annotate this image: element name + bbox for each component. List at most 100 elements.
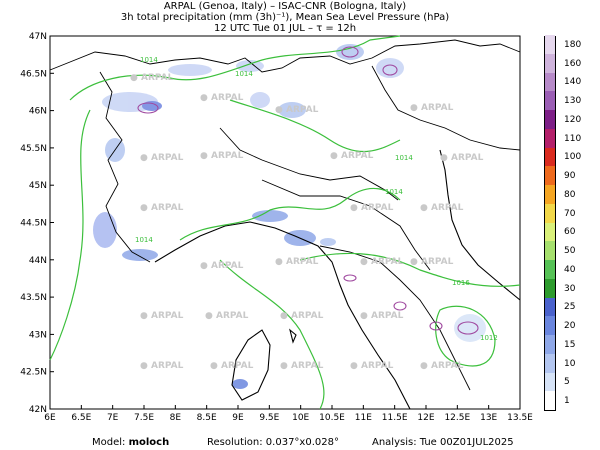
colorbar-label: 60 [564,227,576,238]
isobar-label: 1014 [135,236,153,244]
lat-tick-label: 42N [29,405,47,415]
contour-line [429,321,443,331]
isobar-labels: 1014 1014 1014 1014 1014 1016 1012 [135,56,498,342]
arpal-watermark: ● ARPAL [275,105,319,115]
arpal-watermark: ● ARPAL [140,203,184,213]
colorbar-label: 120 [564,114,582,125]
lat-tick-label: 47N [29,32,47,42]
alpine-border [49,39,521,73]
colorbar-segment [545,128,555,148]
colorbar-label: 180 [564,39,582,50]
arpal-watermark: ● ARPAL [350,203,394,213]
contour-line [393,301,407,311]
adriatic-coast [439,149,521,301]
precip-patch [142,101,162,111]
colorbar-segment [545,185,555,204]
contour-line [137,102,159,114]
analysis-info: Analysis: Tue 00Z01JUL2025 [372,437,514,448]
title-line-2: 3h total precipitation (mm (3h)⁻¹), Mean… [120,12,450,23]
arpal-watermark: ● ARPAL [140,311,184,321]
colorbar-segment [545,297,555,317]
colorbar-segment [545,278,555,298]
lat-tick-label: 45N [29,181,47,191]
lon-tick-label: 7.5E [134,413,154,423]
isobar-line [179,187,401,241]
colorbar-segment [545,260,555,279]
lat-tick-label: 46.5N [20,69,47,79]
northeast-border [371,65,521,151]
colorbar-segment [545,110,555,129]
colorbar-label: 50 [564,246,576,257]
latitude-axis: 47N 46.5N 46N 45.5N 45N 44.5N 44N 43.5N 43N 42.5N… [20,32,54,415]
lon-tick-label: 13.5E [507,413,533,423]
precip-patch [320,238,336,246]
lon-tick-label: 6E [44,413,56,423]
colorbar-segment [545,35,555,54]
model-info: Model: moloch [92,437,169,448]
tyrrhenian-coast [154,221,411,410]
precip-patch [252,210,288,222]
apennine-border [261,179,431,271]
model-label: Model: [92,437,126,448]
arpal-watermark: ● ARPAL [140,361,184,371]
arpal-watermark: ● ARPAL [360,257,404,267]
precip-patch [93,212,117,248]
resolution-info: Resolution: 0.037°x0.028° [207,437,339,448]
isobar-label: 1014 [395,154,413,162]
title-line-1: ARPAL (Genoa, Italy) – ISAC-CNR (Bologna… [163,1,407,12]
lon-tick-label: 11.5E [382,413,408,423]
lon-tick-label: 9.5E [259,413,279,423]
colorbar-label: 90 [564,171,576,182]
arpal-watermark: ● ARPAL [205,311,249,321]
lat-tick-label: 46N [29,107,47,117]
colorbar-label: 100 [564,152,582,163]
colorbar-label: 10 [564,358,576,369]
lon-tick-label: 10E [292,413,309,423]
precip-patch [236,60,264,72]
colorbar-segment [545,203,555,223]
isobar-label: 1014 [385,188,403,196]
watermark-layer: ● ARPAL ● ARPAL ● ARPAL ● ARPAL ● ARPAL ● ARP… [130,73,484,371]
precipitation-layer [93,44,486,389]
arpal-watermark: ● ARPAL [350,361,394,371]
lon-tick-label: 9E [232,413,244,423]
colorbar-segment [545,241,555,260]
colorbar-label: 20 [564,321,576,332]
lat-tick-label: 45.5N [20,144,47,154]
lon-tick-label: 12E [417,413,434,423]
arpal-watermark: ● ARPAL [200,151,244,161]
isobar-line [435,305,496,367]
colorbar-label: 80 [564,189,576,200]
contour-line [341,46,359,58]
lon-tick-label: 12.5E [444,413,470,423]
arpal-watermark: ● ARPAL [210,361,254,371]
contour-line [382,64,398,76]
contour-line [343,274,357,282]
precip-patch [122,249,158,261]
high-precip-contours [137,46,479,335]
model-value: moloch [128,437,170,448]
isobars-layer [49,35,521,410]
arpal-watermark: ● ARPAL [440,153,484,163]
isobar-line [229,99,401,153]
colorbar-segment [545,72,555,92]
isobar-label: 1014 [140,56,158,64]
coast-layer [154,149,521,410]
precip-patch [250,92,270,108]
arpal-watermark: ● ARPAL [420,203,464,213]
corsica-coast [231,329,271,401]
arpal-watermark: ● ARPAL [410,257,454,267]
lon-tick-label: 8E [170,413,182,423]
isobar-label: 1016 [452,279,470,287]
colorbar-label: 1 [564,396,570,407]
colorbar-segment [545,335,555,354]
colorbar-label: 40 [564,264,576,275]
colorbar-label: 70 [564,208,576,219]
isobar-label: 1012 [480,334,498,342]
po-region-border [219,127,399,201]
lon-tick-label: 6.5E [71,413,91,423]
lat-tick-label: 43.5N [20,293,47,303]
map-frame [49,35,521,410]
precip-patch [336,44,364,60]
precip-patch [278,102,306,118]
